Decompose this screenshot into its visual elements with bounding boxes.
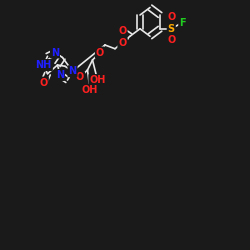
Text: O: O (167, 12, 175, 22)
Text: OH: OH (82, 85, 98, 95)
Text: OH: OH (89, 75, 106, 85)
Text: O: O (76, 72, 84, 83)
Text: O: O (118, 38, 127, 48)
Text: F: F (179, 18, 186, 28)
Text: NH: NH (36, 60, 52, 70)
Text: N: N (56, 70, 64, 80)
Text: O: O (96, 48, 104, 58)
Text: N: N (51, 48, 59, 58)
Text: S: S (168, 24, 175, 34)
Text: O: O (118, 26, 127, 36)
Text: N: N (68, 66, 76, 76)
Text: O: O (40, 78, 48, 88)
Text: O: O (167, 35, 175, 45)
